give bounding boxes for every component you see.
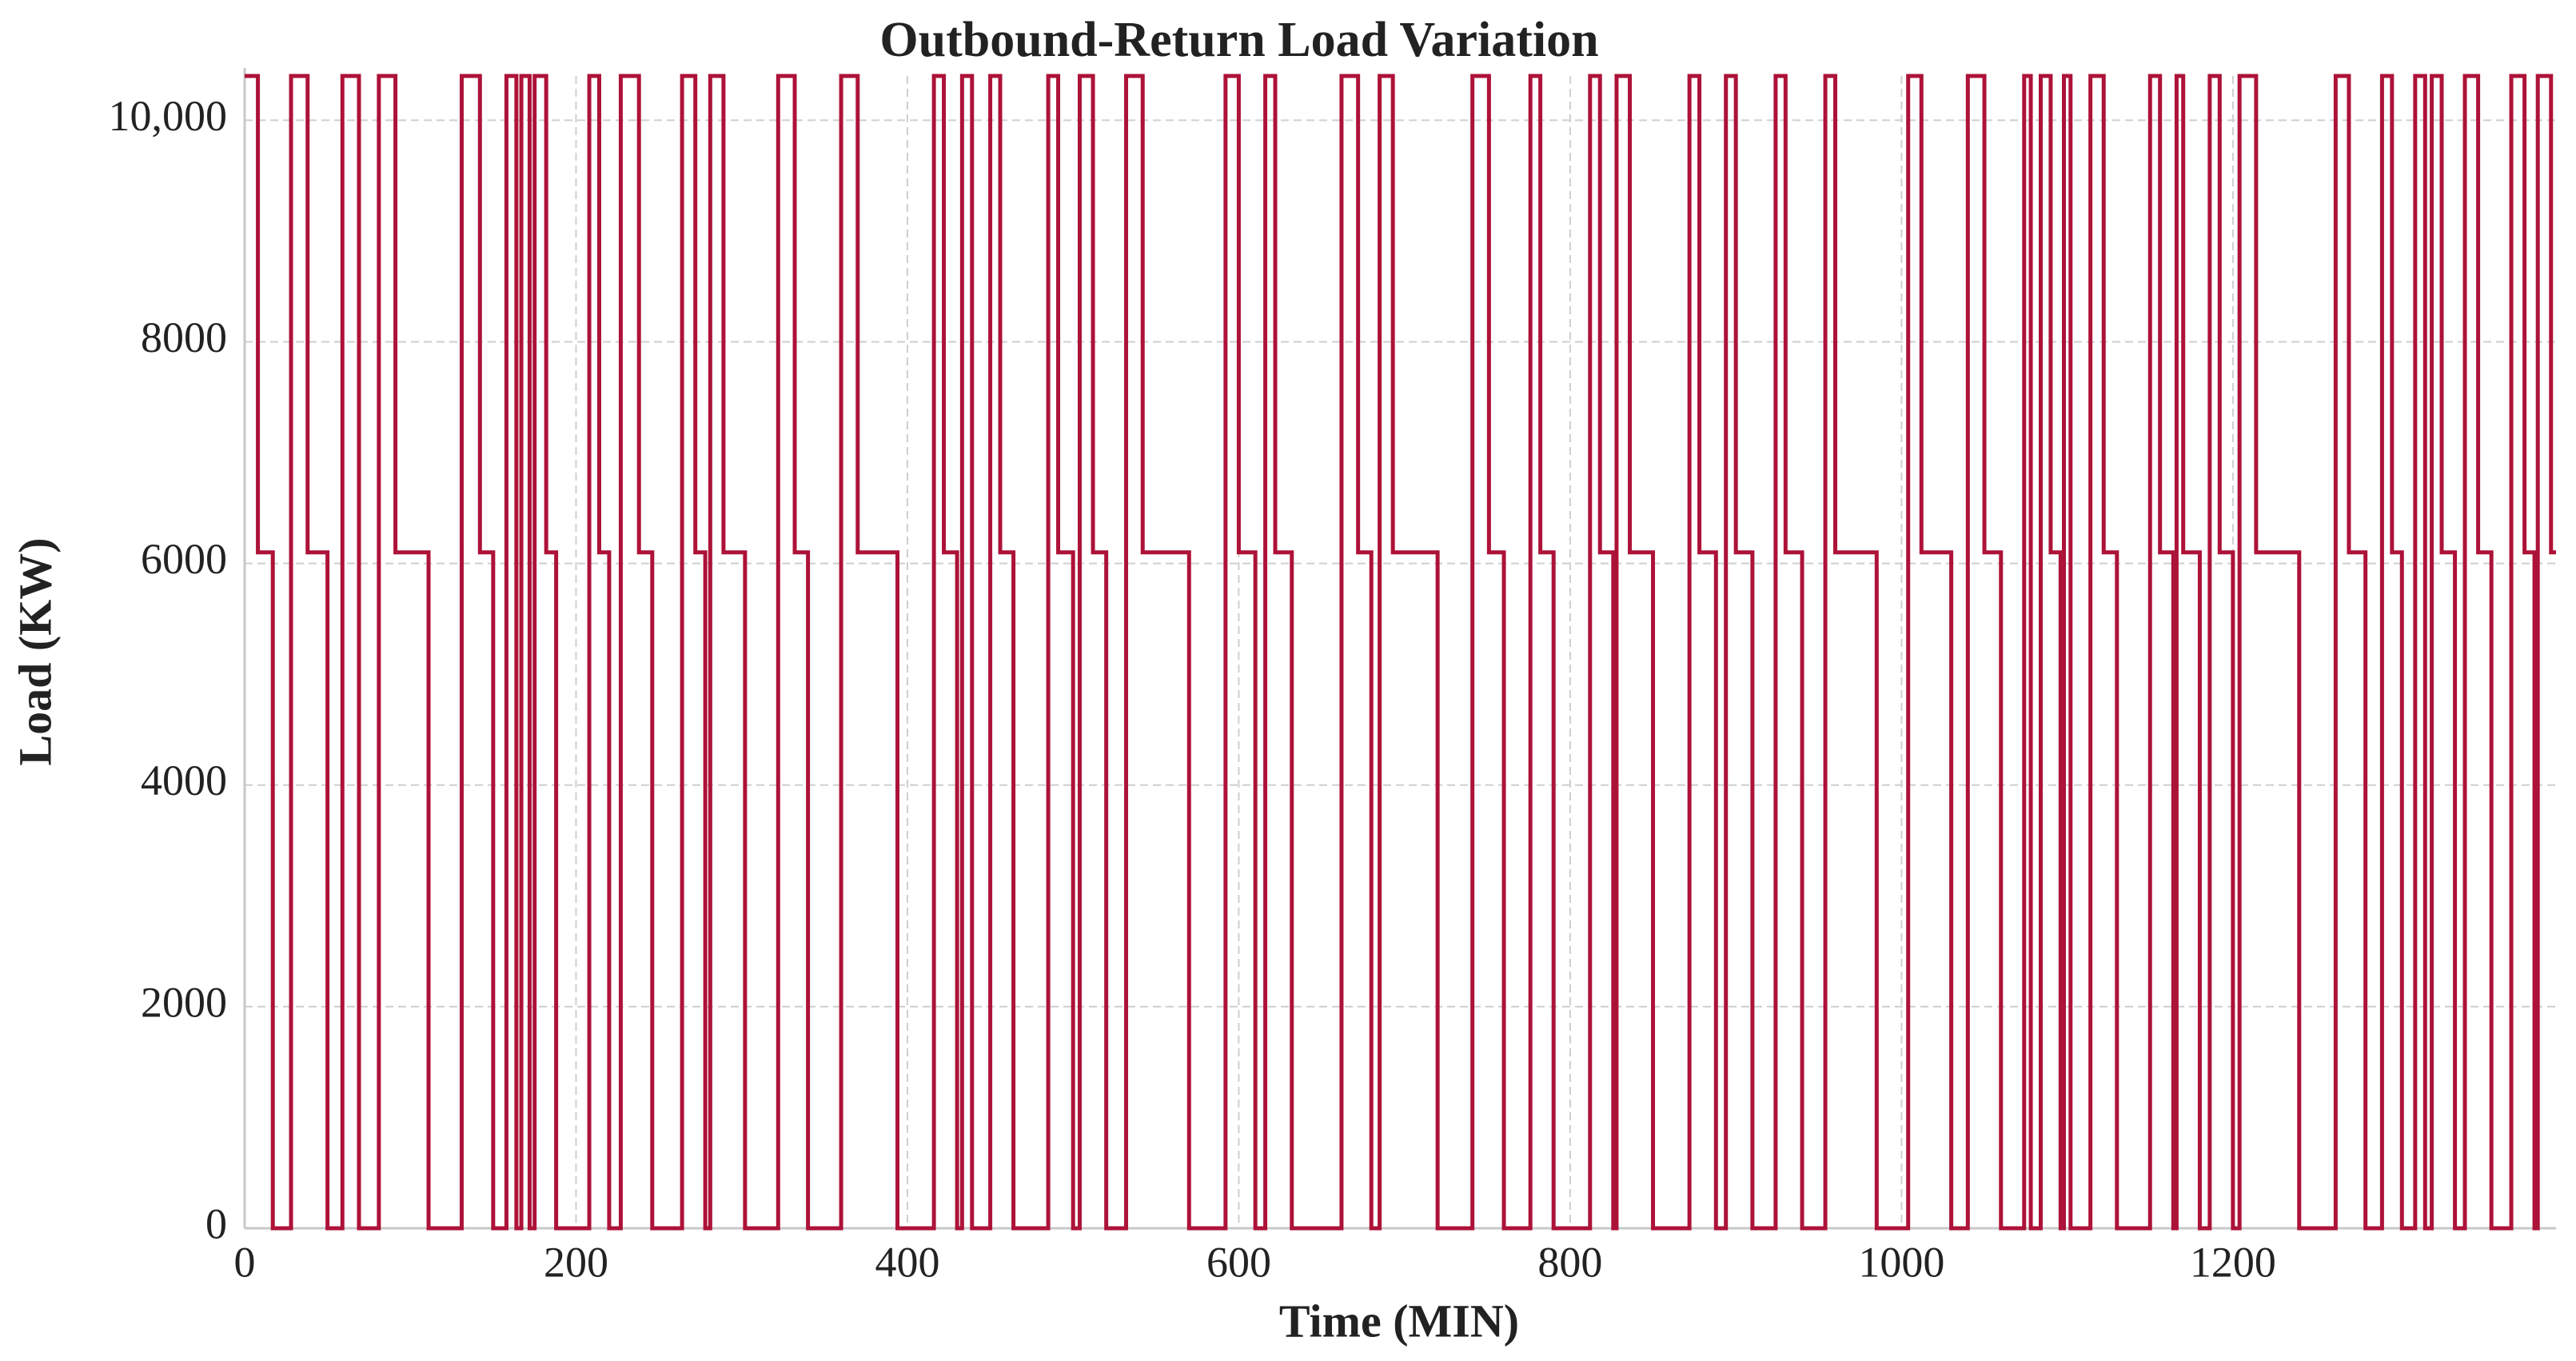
x-tick-label: 200 (544, 1238, 608, 1286)
x-axis-label: Time (MIN) (1279, 1295, 1519, 1347)
x-tick-label: 400 (875, 1238, 939, 1286)
y-tick-label: 6000 (141, 535, 227, 583)
y-tick-label: 10,000 (109, 92, 228, 140)
x-tick-label: 1200 (2190, 1238, 2276, 1286)
y-axis-label: Load (KW) (9, 537, 61, 765)
chart-title: Outbound-Return Load Variation (879, 13, 1598, 67)
y-tick-label: 0 (205, 1199, 227, 1247)
x-tick-label: 1000 (1858, 1238, 1944, 1286)
y-tick-label: 2000 (141, 978, 227, 1026)
y-tick-label: 8000 (141, 313, 227, 361)
y-tick-label: 4000 (141, 756, 227, 804)
x-tick-label: 0 (234, 1238, 256, 1286)
x-tick-label: 600 (1206, 1238, 1271, 1286)
x-tick-label: 800 (1537, 1238, 1602, 1286)
load-line (245, 74, 2556, 1231)
